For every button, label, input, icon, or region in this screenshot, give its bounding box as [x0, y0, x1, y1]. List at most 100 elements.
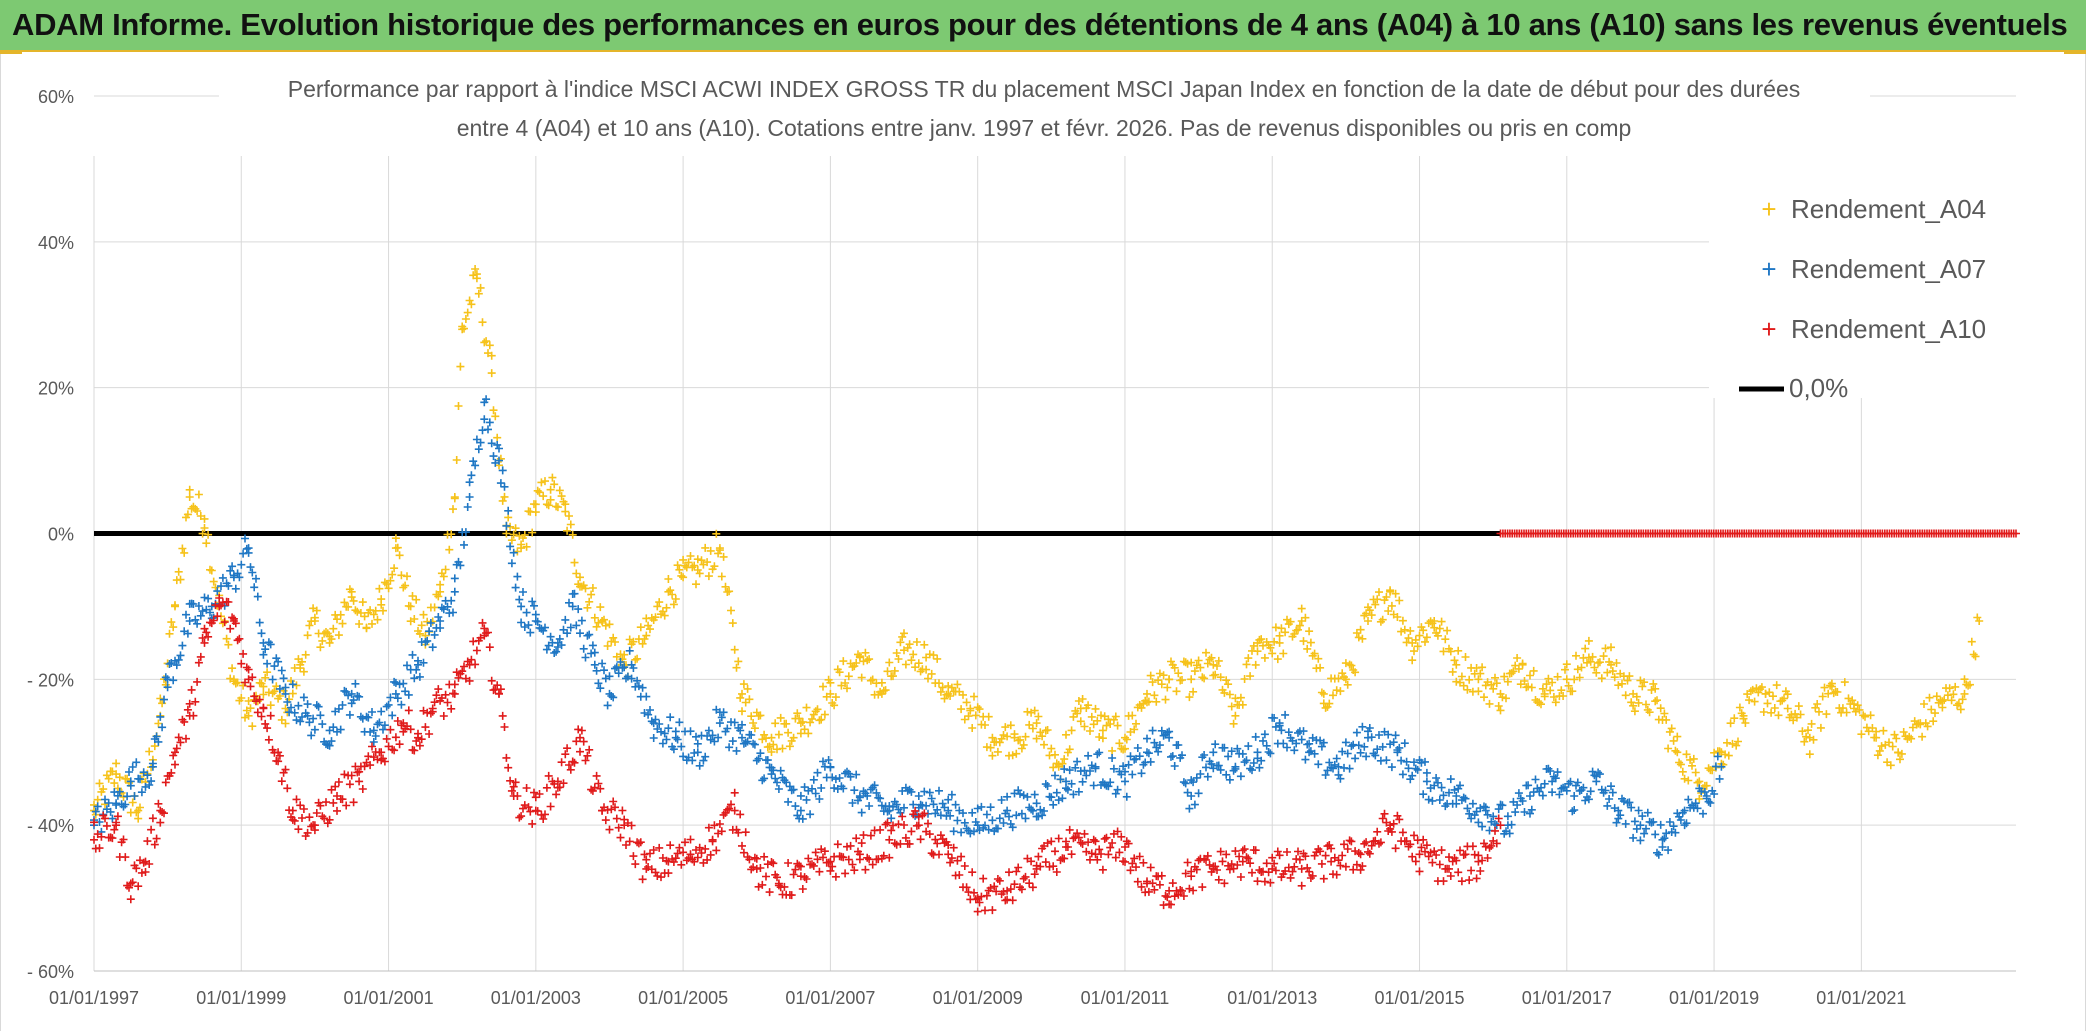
point-a07	[1032, 799, 1041, 808]
point-a10	[876, 825, 885, 834]
x-axis: 01/01/1997 01/01/1999 01/01/2001 01/01/2003…	[49, 970, 2016, 1008]
point-a04	[1542, 680, 1551, 689]
point-a04	[1433, 631, 1442, 640]
point-a07	[1271, 722, 1280, 731]
point-a04	[1343, 680, 1352, 689]
point-a04	[1599, 652, 1608, 661]
point-a04	[1586, 657, 1595, 666]
point-a07	[1275, 719, 1284, 728]
point-a10	[119, 835, 128, 844]
point-a04	[1592, 668, 1601, 677]
point-a10	[846, 841, 855, 850]
point-a10	[773, 873, 781, 882]
point-a04	[1317, 688, 1326, 697]
point-a07	[502, 521, 511, 530]
point-a10	[826, 857, 835, 866]
point-a04	[889, 672, 897, 681]
point-a04	[496, 454, 505, 463]
point-a07	[957, 828, 966, 837]
point-a07	[1014, 786, 1023, 795]
point-a10	[1003, 886, 1012, 895]
point-a04	[1001, 723, 1010, 732]
point-a04	[1157, 680, 1166, 689]
point-a07	[946, 811, 955, 820]
point-a04	[1660, 709, 1669, 718]
point-a10	[137, 868, 146, 877]
point-a10	[695, 843, 704, 852]
point-a04	[535, 488, 544, 497]
point-a04	[312, 606, 321, 615]
point-a07	[415, 672, 424, 681]
point-a04	[826, 678, 835, 687]
point-a07	[272, 654, 281, 663]
point-a04	[765, 742, 774, 751]
point-a07	[1684, 795, 1693, 804]
point-a10	[1139, 858, 1148, 867]
point-a10	[1143, 879, 1151, 888]
point-a10	[664, 869, 673, 878]
point-a04	[1527, 683, 1536, 692]
point-a04	[984, 712, 993, 721]
point-a04	[1253, 638, 1262, 647]
point-a10	[1014, 863, 1023, 872]
point-a04	[228, 664, 237, 673]
point-a10	[1424, 852, 1433, 861]
point-a07	[699, 756, 708, 765]
point-a07	[931, 809, 940, 818]
point-a07	[1662, 829, 1671, 838]
point-a10	[566, 765, 575, 774]
point-a10	[758, 880, 767, 889]
point-a04	[1329, 691, 1337, 700]
point-a04	[489, 406, 498, 415]
point-a10	[1034, 852, 1043, 861]
point-a10	[1376, 838, 1385, 847]
point-a07	[1360, 742, 1369, 751]
point-a10	[787, 891, 796, 900]
point-a10	[1179, 892, 1188, 900]
point-a07	[1157, 726, 1166, 735]
point-a10	[881, 820, 890, 829]
point-a10	[196, 652, 205, 661]
point-a04	[165, 629, 174, 638]
point-a10	[1288, 867, 1297, 876]
point-a04	[598, 617, 607, 625]
point-a04	[1877, 742, 1886, 751]
point-a04	[769, 740, 778, 749]
point-a10	[263, 724, 272, 733]
report-title: ADAM Informe. Evolution historique des p…	[12, 7, 2068, 42]
point-a04	[935, 679, 943, 688]
point-a10	[393, 717, 402, 725]
point-a07	[1439, 791, 1448, 800]
point-a04	[1607, 643, 1615, 652]
point-a07	[112, 799, 121, 808]
point-a10	[498, 711, 507, 720]
point-a04	[310, 617, 319, 625]
point-a07	[1511, 808, 1520, 817]
point-a10	[1492, 839, 1501, 848]
point-a07	[1111, 789, 1120, 798]
point-a10	[1054, 834, 1063, 843]
point-a04	[1767, 708, 1776, 717]
point-a07	[1715, 774, 1724, 783]
point-a04	[270, 687, 279, 696]
point-a07	[1649, 817, 1658, 826]
point-a07	[1170, 762, 1179, 770]
point-a04	[561, 500, 570, 509]
x-tick-label: 01/01/2019	[1669, 988, 1759, 1008]
point-a10	[1325, 841, 1334, 849]
point-a07	[274, 657, 283, 666]
point-a10	[496, 685, 505, 694]
point-a10	[1338, 851, 1347, 860]
point-a04	[1844, 694, 1853, 703]
point-a04	[316, 643, 325, 652]
point-a04	[211, 583, 220, 592]
point-a04	[450, 493, 459, 501]
point-a04	[1010, 733, 1019, 742]
point-a10	[1327, 844, 1336, 853]
point-a10	[102, 821, 111, 830]
point-a07	[1109, 764, 1118, 773]
point-a04	[533, 486, 542, 495]
point-a10	[949, 843, 958, 852]
point-a04	[1783, 690, 1792, 699]
point-a10	[1273, 847, 1282, 856]
